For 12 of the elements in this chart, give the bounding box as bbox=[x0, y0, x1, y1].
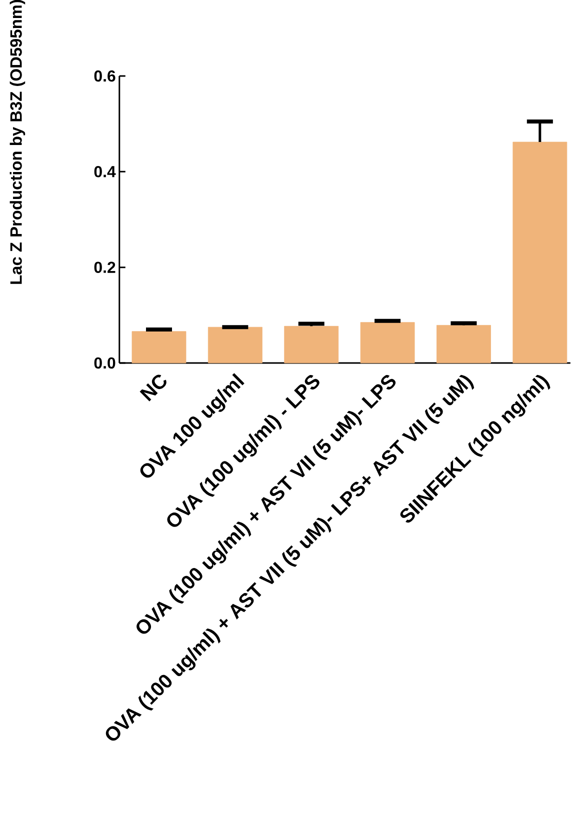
y-tick-label: 0.4 bbox=[94, 166, 116, 178]
y-tick-label: 0.0 bbox=[94, 357, 116, 369]
y-axis-title: Lac Z Production by B3Z (OD595nm) bbox=[10, 0, 26, 284]
x-tick-label: NC bbox=[140, 374, 166, 402]
y-tick-label: 0.6 bbox=[94, 70, 116, 82]
bar bbox=[512, 142, 568, 364]
bar bbox=[132, 331, 186, 364]
bar bbox=[208, 326, 262, 364]
bar bbox=[284, 326, 339, 364]
y-tick-label: 0.2 bbox=[94, 262, 116, 273]
bar bbox=[436, 325, 491, 364]
bar bbox=[360, 322, 415, 364]
